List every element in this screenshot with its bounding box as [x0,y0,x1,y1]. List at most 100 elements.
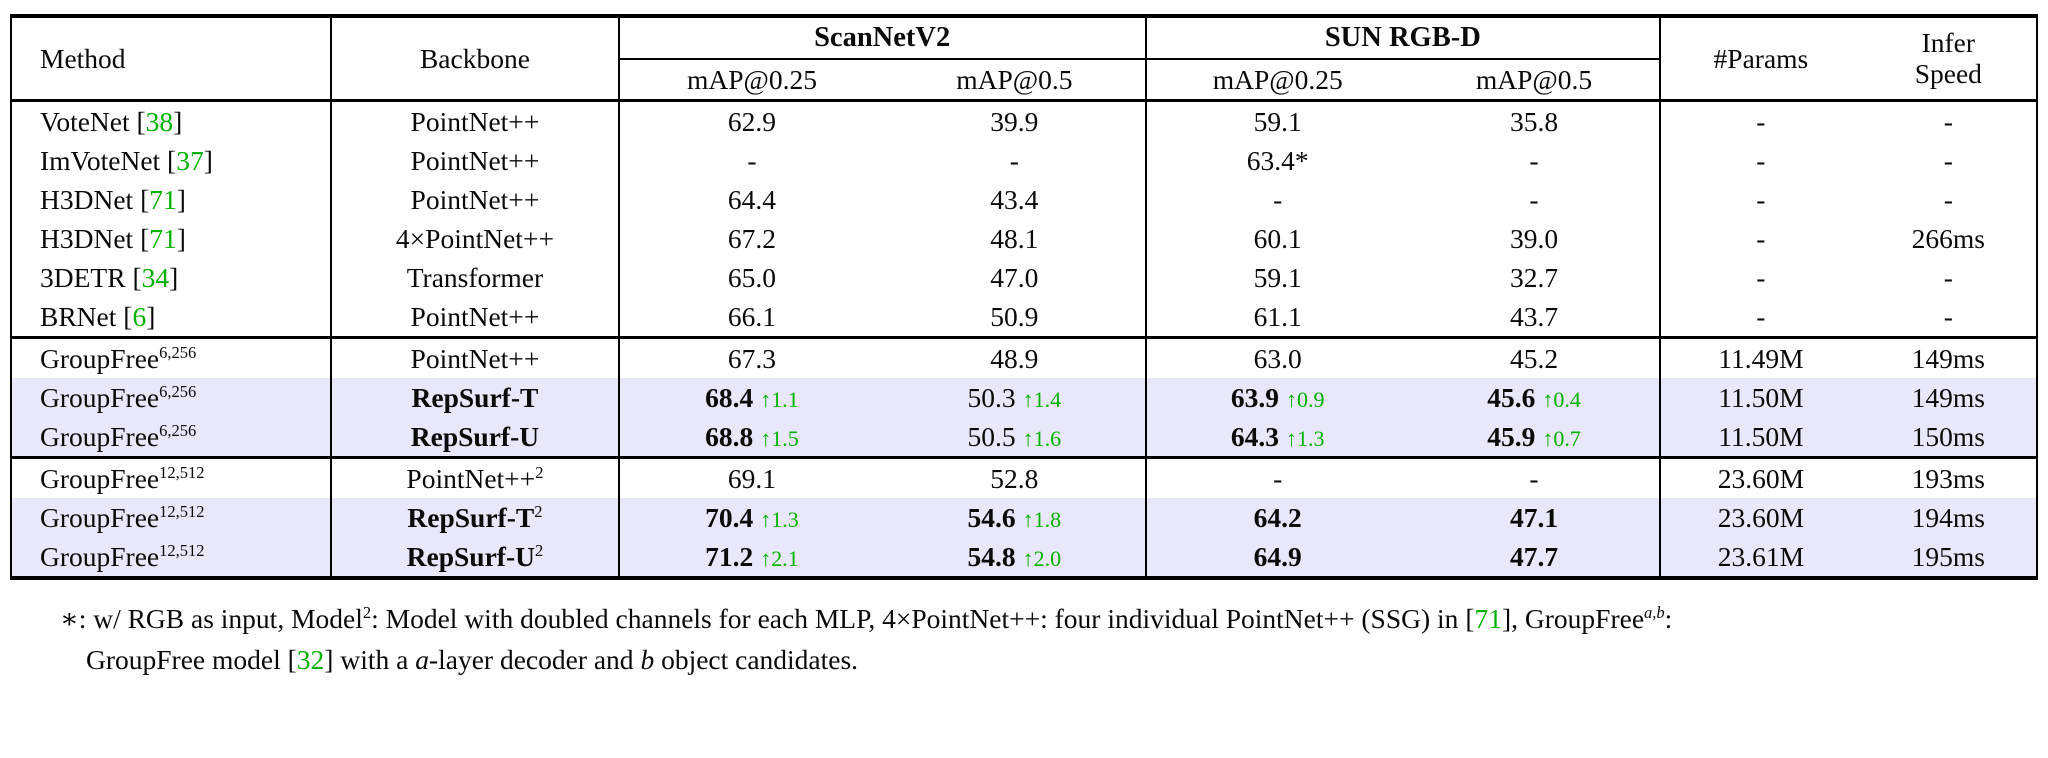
metric-value: - [747,145,757,177]
improvement-delta: ↑1.1 [760,387,799,413]
backbone-cell: RepSurf-T2 [330,498,619,538]
backbone-cell: RepSurf-U [330,417,619,458]
method-cell: H3DNet [71] [40,223,186,255]
metric-cell: 47.0 [884,258,1145,297]
col-group-scannetv2: ScanNetV2 [617,16,1146,61]
metric-value: 63.0 [1253,343,1302,375]
table-row: H3DNet [71] PointNet++ 64.4 43.4 - - - - [11,180,2037,220]
metric-value: 54.8 [967,541,1016,573]
params-cell: 23.60M [1659,456,1861,499]
metric-cell: 48.1 [884,219,1145,258]
params-cell: - [1659,141,1861,181]
params-cell: 23.60M [1659,498,1861,538]
header-row-groups: Method Backbone ScanNetV2 SUN RGB-D #Par… [11,16,2037,103]
col-header-method: Method [11,16,332,103]
metric-cell: 68.4 ↑1.1 [617,378,885,418]
metric-cell: - [1409,180,1660,219]
backbone-name: PointNet++ [410,145,540,177]
infer-speed-cell: - [1943,106,1953,138]
footnote-text: ∗: w/ RGB as input, Model [60,603,363,635]
params-cell: - [1659,100,1861,142]
metric-value: - [1273,463,1283,495]
backbone-cell: RepSurf-U2 [330,537,619,579]
metric-cell: 71.2 ↑2.1 [617,537,885,579]
table-row: GroupFree6,256 PointNet++ 67.3 48.9 63.0 45.2… [11,336,2037,379]
metric-value: 64.4 [727,184,777,216]
params-cell: 11.50M [1659,378,1861,418]
metric-cell: 64.3 ↑1.3 [1144,417,1409,458]
citation-ref: 32 [296,644,325,676]
citation-ref: 37 [176,145,204,177]
metric-value: 45.9 [1487,421,1536,453]
method-superscript: 12,512 [159,541,205,561]
improvement-delta: ↑1.8 [1022,507,1062,533]
metric-cell: 43.4 [884,180,1145,219]
metric-cell: 50.3 ↑1.4 [884,378,1145,417]
metric-value: 64.9 [1253,541,1302,573]
table-row: ImVoteNet [37] PointNet++ - - 63.4* - - - [11,141,2037,181]
infer-speed-cell: 193ms [1860,456,2037,499]
metric-cell: 70.4 ↑1.3 [617,498,885,538]
metric-cell: 67.2 [617,219,885,259]
metric-cell: 32.7 [1409,258,1660,297]
col-header-sun-map025: mAP@0.25 [1144,59,1409,103]
improvement-delta: ↑2.1 [760,546,799,572]
infer-speed-cell: 149ms [1911,382,1985,414]
citation-ref: 71 [1474,603,1502,635]
metric-cell: 65.0 [617,258,885,298]
metric-value: 59.1 [1253,262,1302,294]
metric-cell: 59.1 [1144,100,1409,142]
infer-speed-line1: Infer [1921,26,1976,58]
metric-value: 68.4 [705,382,754,414]
col-header-scannet-map05: mAP@0.5 [884,59,1146,103]
col-header-params: #Params [1659,16,1861,103]
paper-table-figure: Method Backbone ScanNetV2 SUN RGB-D #Par… [10,14,2038,676]
metric-value: - [1529,145,1539,177]
backbone-cell: PointNet++ [330,141,619,181]
metric-value: 61.1 [1253,301,1302,333]
backbone-name: PointNet++ [406,463,536,495]
method-cell: VoteNet [38] [40,106,183,138]
metric-value: 50.9 [990,301,1039,333]
metric-value: - [1273,184,1283,216]
metric-value: 59.1 [1253,106,1302,138]
backbone-name: Transformer [406,262,544,294]
backbone-cell: 4×PointNet++ [330,219,619,259]
backbone-name: PointNet++ [410,184,540,216]
backbone-cell: PointNet++2 [330,456,619,499]
infer-speed-cell: - [1943,145,1953,177]
params-cell: - [1659,297,1861,338]
citation-ref: 71 [149,184,177,216]
method-cell: 3DETR [34] [40,262,179,294]
params-cell: 23.61M [1659,537,1861,579]
metric-cell: 61.1 [1144,297,1409,338]
improvement-delta: ↑1.3 [1286,426,1325,452]
table-row: BRNet [6] PointNet++ 66.1 50.9 61.1 43.7 - - [11,297,2037,338]
infer-speed-cell: 194ms [1911,502,1985,534]
metric-value: - [1529,463,1539,495]
method-cell: GroupFree6,256 [40,421,197,453]
infer-speed-cell: - [1943,262,1953,294]
metric-cell: 64.4 [617,180,885,220]
footnote-text: ] [324,644,334,676]
metric-value: 39.9 [990,106,1039,138]
table-row: VoteNet [38] PointNet++ 62.9 39.9 59.1 35.8 - - [11,100,2037,142]
metric-value: 43.7 [1509,301,1559,333]
infer-speed-cell: 266ms [1911,223,1985,255]
metric-value: 63.4* [1246,145,1309,177]
improvement-delta: ↑0.4 [1542,387,1581,413]
footnote-text: , GroupFree [1511,603,1645,635]
backbone-cell: PointNet++ [330,180,619,220]
infer-speed-line2: Speed [1914,57,1982,89]
table-row: GroupFree12,512 PointNet++2 69.1 52.8- -23.6… [11,456,2037,499]
citation-ref: 6 [132,301,147,333]
metric-cell: 45.9 ↑0.7 [1409,417,1660,458]
footnote-text: ] [1501,603,1512,635]
metric-value: 52.8 [990,463,1039,495]
method-superscript: 12,512 [159,463,205,483]
metric-value: 45.6 [1487,382,1536,414]
footnote-text: a [415,644,429,676]
metric-cell: - [617,141,885,181]
col-header-backbone: Backbone [330,16,619,103]
backbone-name: PointNet++ [410,343,540,375]
